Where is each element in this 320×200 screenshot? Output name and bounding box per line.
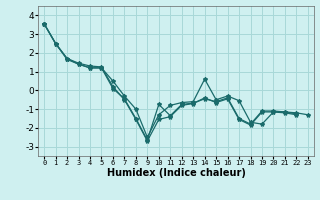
- X-axis label: Humidex (Indice chaleur): Humidex (Indice chaleur): [107, 168, 245, 178]
